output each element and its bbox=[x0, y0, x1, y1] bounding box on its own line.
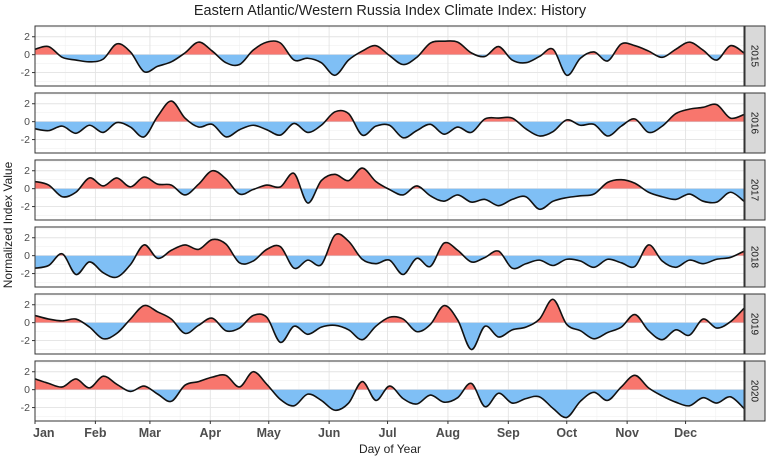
y-tick-label: 0 bbox=[24, 317, 30, 329]
panel-border bbox=[34, 293, 745, 355]
x-tick-label-may: May bbox=[257, 426, 281, 440]
strip-label-2016: 2016 bbox=[749, 112, 760, 135]
series-line bbox=[35, 233, 744, 279]
x-tick-label-jul: Jul bbox=[379, 426, 397, 440]
panel-2020: -2 0 2 2020 bbox=[21, 360, 766, 422]
strip-background bbox=[744, 226, 766, 288]
panel-2017: -2 0 2 2017 bbox=[21, 159, 766, 221]
negative-area bbox=[35, 188, 744, 210]
panel-data bbox=[35, 370, 744, 419]
y-axis-label: Normalized Index Value bbox=[1, 161, 15, 288]
chart-title: Eastern Atlantic/Western Russia Index Cl… bbox=[194, 3, 587, 19]
panels-group: -2 0 2 2015 -2 0 2 2016 -2 0 2 2017 -2 0 2 2018 -2 0 2 2019… bbox=[21, 25, 766, 422]
panel-border bbox=[34, 25, 745, 87]
panel-background bbox=[35, 361, 744, 421]
panel-2019: -2 0 2 2019 bbox=[21, 293, 766, 355]
y-tick-label: 0 bbox=[24, 49, 30, 61]
y-tick-label: 2 bbox=[24, 299, 30, 311]
x-axis-label: Day of Year bbox=[359, 442, 421, 456]
y-tick-label: -2 bbox=[21, 134, 30, 146]
x-tick-label-sep: Sep bbox=[497, 426, 520, 440]
y-tick-label: 0 bbox=[24, 183, 30, 195]
x-tick-labels: Jan Feb Mar Apr May Jun Jul Aug Sep Oct Nov Dec bbox=[33, 421, 697, 440]
panel-data bbox=[35, 233, 744, 279]
negative-area bbox=[35, 389, 744, 418]
strip-background bbox=[744, 293, 766, 355]
series-line bbox=[35, 370, 744, 419]
y-tick-label: 2 bbox=[24, 232, 30, 244]
strip-background bbox=[744, 92, 766, 154]
y-tick-label: -2 bbox=[21, 268, 30, 280]
x-tick-label-jan: Jan bbox=[33, 426, 55, 440]
x-tick-label-oct: Oct bbox=[556, 426, 578, 440]
negative-area bbox=[35, 322, 744, 350]
y-tick-label: 2 bbox=[24, 31, 30, 43]
panel-border bbox=[34, 92, 745, 154]
panel-background bbox=[35, 294, 744, 354]
y-tick-label: 0 bbox=[24, 250, 30, 262]
y-tick-label: -2 bbox=[21, 335, 30, 347]
strip-background bbox=[744, 159, 766, 221]
x-tick-label-aug: Aug bbox=[436, 426, 460, 440]
panel-data bbox=[35, 40, 744, 77]
x-tick-label-jun: Jun bbox=[318, 426, 340, 440]
strip-label-2020: 2020 bbox=[749, 380, 760, 403]
panel-data bbox=[35, 298, 744, 351]
x-tick-label-feb: Feb bbox=[84, 426, 107, 440]
positive-area bbox=[154, 101, 744, 122]
positive-area bbox=[57, 233, 744, 256]
strip-background bbox=[744, 360, 766, 422]
strip-label-2019: 2019 bbox=[749, 313, 760, 336]
panel-border bbox=[34, 159, 745, 221]
x-tick-label-dec: Dec bbox=[674, 426, 697, 440]
strip-background bbox=[744, 25, 766, 87]
positive-area bbox=[35, 168, 644, 189]
y-tick-label: -2 bbox=[21, 67, 30, 79]
x-tick-label-apr: Apr bbox=[200, 426, 222, 440]
panel-border bbox=[34, 360, 745, 422]
y-tick-label: 0 bbox=[24, 116, 30, 128]
y-tick-label: -2 bbox=[21, 402, 30, 414]
panel-2015: -2 0 2 2015 bbox=[21, 25, 766, 87]
y-tick-label: 0 bbox=[24, 384, 30, 396]
series-line bbox=[35, 40, 744, 77]
panel-data bbox=[35, 100, 744, 139]
strip-label-2018: 2018 bbox=[749, 246, 760, 269]
strip-label-2017: 2017 bbox=[749, 179, 760, 202]
y-tick-label: 2 bbox=[24, 366, 30, 378]
panel-data bbox=[35, 167, 744, 211]
y-tick-label: 2 bbox=[24, 98, 30, 110]
x-tick-label-nov: Nov bbox=[615, 426, 639, 440]
panel-2018: -2 0 2 2018 bbox=[21, 226, 766, 288]
negative-area bbox=[35, 54, 744, 76]
x-tick-label-mar: Mar bbox=[139, 426, 161, 440]
series-line bbox=[35, 100, 744, 139]
strip-label-2015: 2015 bbox=[749, 45, 760, 68]
panel-2016: -2 0 2 2016 bbox=[21, 92, 766, 154]
series-line bbox=[35, 167, 744, 211]
panel-border bbox=[34, 226, 745, 288]
y-tick-label: 2 bbox=[24, 165, 30, 177]
series-line bbox=[35, 298, 744, 351]
y-tick-label: -2 bbox=[21, 201, 30, 213]
positive-area bbox=[35, 371, 652, 390]
